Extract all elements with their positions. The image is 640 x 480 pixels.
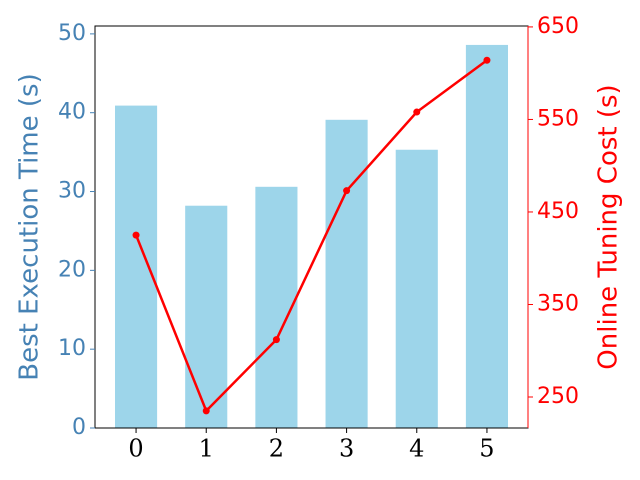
line-marker <box>202 407 210 415</box>
line-marker <box>483 56 491 64</box>
y-tick-label: 10 <box>58 336 86 361</box>
x-tick-label: 3 <box>339 435 354 463</box>
x-tick-label: 1 <box>199 435 214 463</box>
bar <box>395 149 438 429</box>
y-tick-label: 0 <box>72 415 86 440</box>
line-marker <box>272 336 280 344</box>
y2-tick-label: 550 <box>537 106 579 131</box>
y-tick-label: 40 <box>58 100 86 125</box>
y-tick-label: 50 <box>58 21 86 46</box>
x-tick-label: 0 <box>128 435 143 463</box>
y2-tick-label: 450 <box>537 199 579 224</box>
y2-tick-label: 350 <box>537 291 579 316</box>
y-axis-label: Best Execution Time (s) <box>15 73 45 380</box>
y2-tick-label: 250 <box>537 384 579 409</box>
line-marker <box>132 231 140 239</box>
y-tick-label: 20 <box>58 257 86 282</box>
line <box>134 59 488 414</box>
bar <box>115 105 158 429</box>
x-tick-label: 2 <box>269 435 284 463</box>
x-tick-label: 5 <box>479 435 494 463</box>
x-tick-label: 4 <box>409 435 424 463</box>
y2-axis-label: Online Tuning Cost (s) <box>594 84 624 369</box>
y2-tick-label: 650 <box>537 14 579 39</box>
line-marker <box>413 108 421 116</box>
y-tick-label: 30 <box>58 179 86 204</box>
bar <box>465 44 508 428</box>
line-marker <box>343 187 351 195</box>
bar <box>185 205 228 428</box>
plot-frame <box>94 25 529 429</box>
bar <box>325 119 368 429</box>
